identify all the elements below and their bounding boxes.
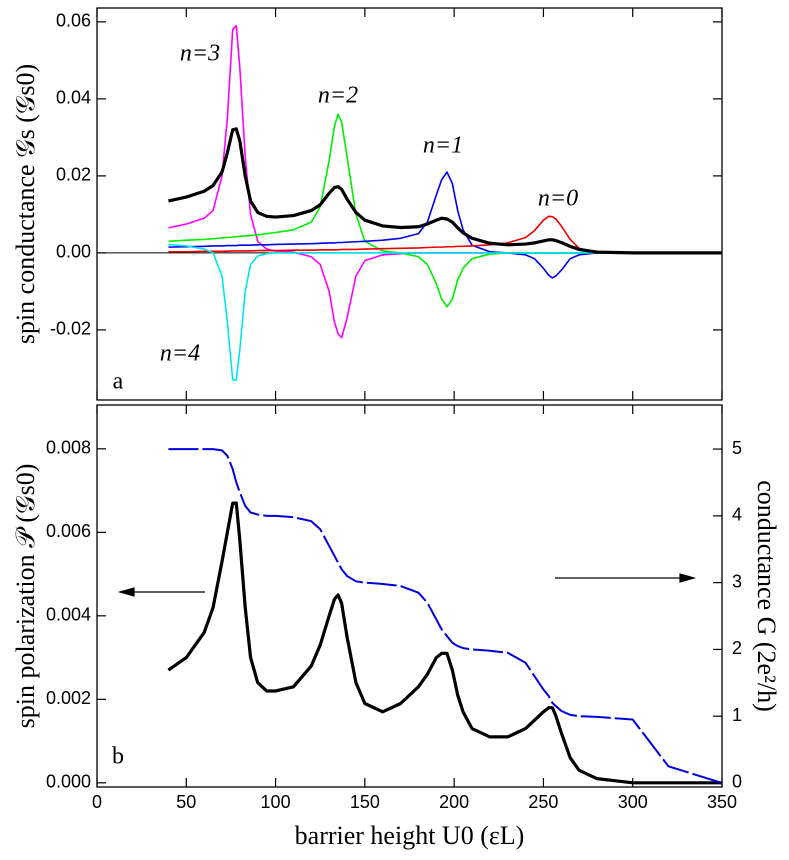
series-line <box>168 127 722 255</box>
annotation: n=2 <box>318 83 358 109</box>
y-axis-label: spin polarization 𝒫 (𝒢s0) <box>11 464 40 729</box>
y2-axis-label: conductance G (2e²/h) <box>752 480 781 712</box>
annotation: n=4 <box>160 341 200 367</box>
y2-tick-label: 1 <box>732 705 742 725</box>
series-line <box>168 215 722 254</box>
y-tick-label: 0.000 <box>46 772 91 792</box>
x-tick-label: 350 <box>707 792 737 812</box>
annotation: b <box>112 744 124 770</box>
y2-tick-label: 0 <box>732 772 742 792</box>
annotation: a <box>113 369 124 395</box>
annotation: n=0 <box>538 186 578 212</box>
arrows <box>117 573 697 597</box>
x-axis-label: barrier height U0 (εL) <box>295 821 525 850</box>
y2-tick-label: 2 <box>732 638 742 658</box>
annotation: n=3 <box>180 41 220 67</box>
y2-tick-label: 3 <box>732 571 742 591</box>
annotation: n=1 <box>423 133 463 159</box>
y-tick-label: 0.002 <box>46 688 91 708</box>
arrow-head <box>117 587 135 597</box>
x-tick-label: 200 <box>439 792 469 812</box>
series-line <box>168 448 722 784</box>
y-tick-label: 0.006 <box>46 521 91 541</box>
plot-frame <box>96 404 723 788</box>
x-tick-label: 300 <box>618 792 648 812</box>
x-tick-label: 250 <box>528 792 558 812</box>
y-tick-label: 0.00 <box>56 242 91 262</box>
y2-tick-label: 4 <box>732 505 742 525</box>
y-tick-label: 0.04 <box>56 88 91 108</box>
plot-frame <box>96 7 723 401</box>
x-tick-label: 150 <box>350 792 380 812</box>
y-tick-label: 0.02 <box>56 165 91 185</box>
y-axis-label: spin conductance 𝒢s (𝒢s0) <box>11 64 40 344</box>
y-tick-label: 0.008 <box>46 438 91 458</box>
series-line <box>168 24 722 339</box>
x-tick-label: 50 <box>176 792 196 812</box>
x-tick-label: 0 <box>92 792 102 812</box>
x-tick-label: 100 <box>261 792 291 812</box>
series-line <box>168 171 722 279</box>
series-line <box>168 243 722 381</box>
y-tick-label: 0.004 <box>46 605 91 625</box>
y-tick-label: -0.02 <box>50 319 91 339</box>
series-line <box>167 501 722 785</box>
arrow-head <box>679 573 697 583</box>
y2-tick-label: 5 <box>732 438 742 458</box>
y-tick-label: 0.06 <box>56 11 91 31</box>
